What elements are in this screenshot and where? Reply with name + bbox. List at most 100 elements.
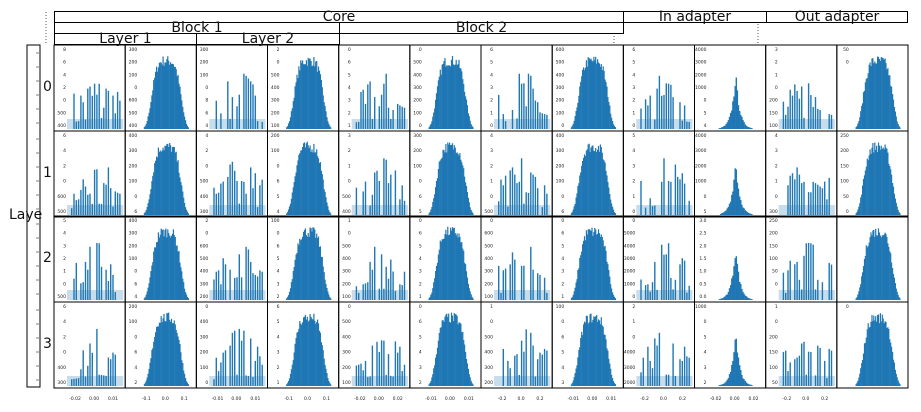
histogram-bar <box>236 374 238 386</box>
y-tick-label: 150 <box>769 243 778 249</box>
histogram-bar <box>87 88 89 129</box>
x-tick-label: 0.0 <box>660 396 667 402</box>
histogram-bar <box>882 58 884 130</box>
y-tick-label: 4000 <box>624 243 636 249</box>
histogram-bar <box>399 284 401 300</box>
histogram-bar <box>894 283 896 300</box>
histogram-bar <box>84 261 87 300</box>
histogram-bar <box>592 235 594 300</box>
y-tick-label: 0 <box>632 123 635 129</box>
histogram-bar <box>598 151 601 215</box>
histogram-bar <box>445 314 447 386</box>
histogram-bar <box>82 102 84 129</box>
histogram-bar <box>879 313 881 386</box>
histogram-bar <box>322 179 324 215</box>
histogram-bar <box>580 255 582 300</box>
histogram-bar <box>679 102 681 129</box>
histogram-bar <box>596 315 598 386</box>
histogram-bar <box>724 382 726 386</box>
histogram-bar <box>440 241 442 300</box>
histogram-bar <box>325 111 327 129</box>
y-tick-label: 200 <box>129 163 138 169</box>
histogram-bar <box>862 272 864 300</box>
y-tick-label: 1 <box>775 72 778 78</box>
histogram-bar <box>654 119 656 129</box>
histogram-bar <box>599 236 601 300</box>
histogram-bar <box>500 292 502 300</box>
histogram-bar <box>883 323 885 386</box>
histogram-bar <box>431 377 433 386</box>
y-tick-label: 100 <box>556 304 565 310</box>
histogram-bar <box>863 90 866 129</box>
histogram-bar <box>390 375 392 386</box>
histogram-bar <box>326 373 328 386</box>
histogram-bar <box>165 62 167 129</box>
histogram-bar <box>160 151 162 215</box>
histogram-bar <box>679 359 681 386</box>
histogram-bar <box>881 57 883 130</box>
histogram-bar <box>378 288 380 300</box>
histogram-bar <box>721 384 723 386</box>
histogram-bar <box>185 381 188 386</box>
histogram-bar <box>462 79 464 129</box>
histogram-bar <box>875 63 877 130</box>
histogram-bar <box>789 362 791 386</box>
histogram-bar <box>454 147 456 215</box>
histogram-bar <box>289 374 292 386</box>
histogram-bar <box>151 95 153 129</box>
histogram-bar <box>605 250 607 300</box>
histogram-bar <box>858 121 860 129</box>
histogram-bar <box>146 377 148 386</box>
histogram-bar <box>431 207 433 215</box>
x-tick-label: -0.01 <box>567 396 579 402</box>
histogram-floor <box>351 376 408 386</box>
histogram-bar <box>313 143 315 215</box>
histogram-bar <box>826 378 828 386</box>
histogram-bar <box>602 66 604 129</box>
histogram-bar <box>890 169 892 215</box>
histogram-bar <box>455 314 457 386</box>
histogram-bar <box>245 246 247 300</box>
histogram-bar <box>579 86 581 129</box>
histogram-bar <box>787 270 789 300</box>
histogram-bar <box>573 377 575 386</box>
histogram-bar <box>603 334 605 386</box>
histogram-bar <box>894 369 896 386</box>
histogram-bar <box>737 188 740 215</box>
x-tick-label: 0.02 <box>393 396 403 402</box>
histogram-bar <box>857 123 859 129</box>
histogram-bar <box>156 241 159 300</box>
histogram-bar <box>300 240 302 300</box>
histogram-bar <box>80 283 82 300</box>
histogram-panel <box>622 301 695 389</box>
histogram-bar <box>516 118 518 129</box>
histogram-bar <box>824 181 826 215</box>
histogram-bar <box>736 263 739 300</box>
histogram-bar <box>886 69 888 129</box>
histogram-bar <box>612 294 615 300</box>
y-tick-label: 1 <box>632 194 635 200</box>
histogram-bar <box>814 289 817 300</box>
histogram-bar <box>392 271 394 300</box>
histogram-bar <box>286 384 288 386</box>
histogram-bar <box>592 319 594 386</box>
histogram-panel <box>622 130 695 218</box>
histogram-bar <box>688 121 690 129</box>
histogram-bar <box>383 340 385 386</box>
histogram-bar <box>305 319 307 386</box>
histogram-bar <box>598 320 601 386</box>
histogram-bar <box>578 183 580 215</box>
y-tick-label: 1 <box>775 304 778 310</box>
histogram-bar <box>864 82 866 129</box>
histogram-bar <box>670 84 672 129</box>
histogram-bar <box>597 62 600 129</box>
header-layer-2: Layer 2 <box>196 32 340 46</box>
histogram-bar <box>238 94 240 129</box>
histogram-bar <box>145 123 147 129</box>
y-tick-label: 4 <box>561 365 564 371</box>
histogram-bar <box>183 112 185 129</box>
histogram-bar <box>313 57 315 129</box>
histogram-bar <box>862 360 864 386</box>
histogram-bar <box>452 321 454 386</box>
